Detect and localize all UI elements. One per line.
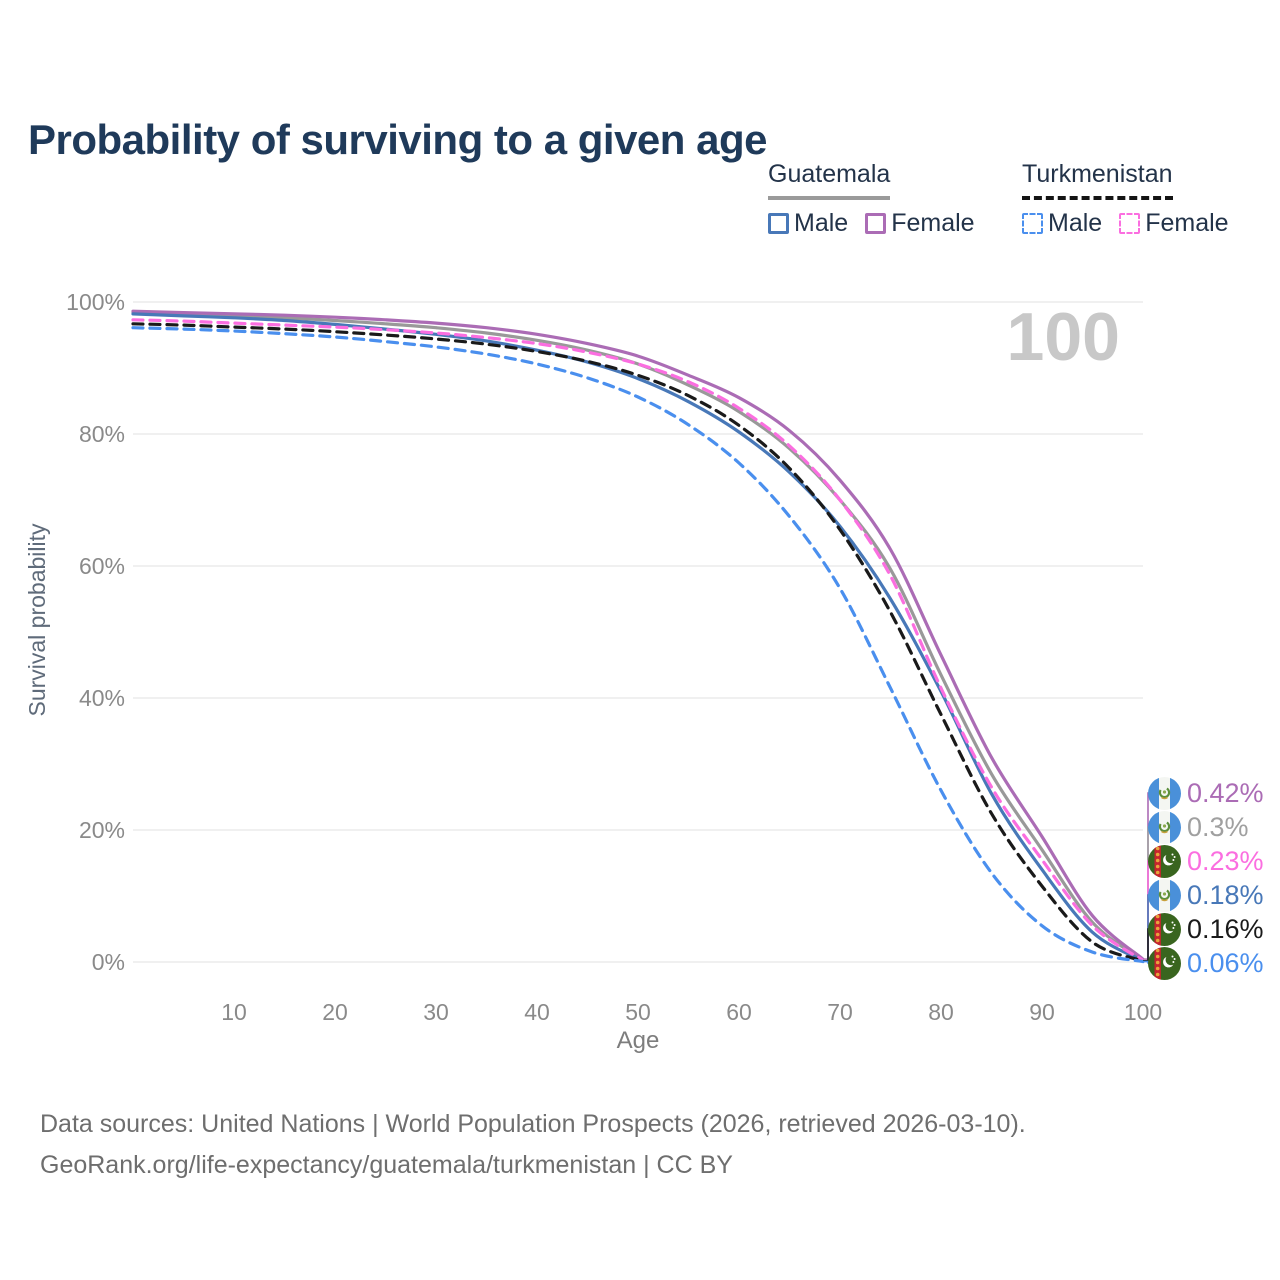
end-value-label: 0.23%: [1187, 846, 1264, 876]
legend-label-turkmenistan-female: Female: [1145, 209, 1229, 237]
y-tick-label-60: 60%: [79, 553, 125, 579]
series-line-guatemala-male[interactable]: [131, 312, 1145, 963]
x-tick-label-70: 70: [827, 999, 853, 1025]
y-axis-title: Survival probability: [24, 523, 50, 717]
guatemala-flag: [1148, 776, 1181, 810]
turkmenistan-flag-icon: [1148, 844, 1181, 878]
legend-country-guatemala[interactable]: Guatemala: [768, 160, 891, 200]
x-tick-label-60: 60: [726, 999, 752, 1025]
turkmenistan-flag: [1148, 844, 1181, 878]
end-label-turkmenistan-male[interactable]: 0.06%: [1148, 946, 1264, 980]
chart-footer: Data sources: United Nations | World Pop…: [40, 1104, 1026, 1186]
x-tick-label-80: 80: [928, 999, 954, 1025]
legend-item-guatemala-male[interactable]: Male: [768, 209, 848, 238]
legend: Guatemala Male Female Turkmenistan Male …: [0, 160, 1280, 245]
page-title: Probability of surviving to a given age: [28, 116, 767, 164]
legend-group-turkmenistan: Turkmenistan Male Female: [1022, 160, 1229, 238]
series-line-turkmenistan-all[interactable]: [131, 322, 1145, 963]
legend-group-guatemala: Guatemala Male Female: [768, 160, 975, 238]
y-tick-label-100: 100%: [66, 289, 125, 315]
x-tick-label-20: 20: [322, 999, 348, 1025]
end-label-guatemala-male[interactable]: 0.18%: [1148, 878, 1264, 912]
guatemala-flag-icon: [1148, 810, 1181, 844]
series-line-guatemala-female[interactable]: [131, 309, 1145, 961]
y-tick-label-40: 40%: [79, 685, 125, 711]
x-tick-label-30: 30: [423, 999, 449, 1025]
x-tick-label-100: 100: [1124, 999, 1162, 1025]
end-value-label: 0.06%: [1187, 948, 1264, 978]
checkbox-turkmenistan-male-icon[interactable]: [1022, 213, 1043, 234]
y-tick-label-20: 20%: [79, 817, 125, 843]
data-sources-note: Data sources: United Nations | World Pop…: [40, 1110, 1026, 1138]
legend-item-guatemala-female[interactable]: Female: [865, 209, 975, 238]
turkmenistan-flag: [1148, 912, 1181, 946]
legend-label-guatemala-male: Male: [794, 209, 849, 237]
guatemala-flag-icon: [1148, 776, 1181, 810]
legend-items-guatemala: Male Female: [768, 209, 975, 238]
watermark-age-100: 100: [1007, 299, 1120, 375]
legend-label-turkmenistan-male: Male: [1048, 209, 1103, 237]
end-value-label: 0.18%: [1187, 880, 1264, 910]
checkbox-guatemala-male-icon[interactable]: [768, 213, 789, 234]
turkmenistan-flag-icon: [1148, 912, 1181, 946]
legend-label-guatemala-female: Female: [891, 209, 975, 237]
series-line-guatemala-all[interactable]: [131, 311, 1145, 962]
checkbox-guatemala-female-icon[interactable]: [865, 213, 887, 234]
x-tick-label-50: 50: [625, 999, 651, 1025]
x-tick-label-90: 90: [1029, 999, 1055, 1025]
legend-country-turkmenistan[interactable]: Turkmenistan: [1022, 160, 1173, 200]
series-line-turkmenistan-female[interactable]: [131, 318, 1145, 963]
end-label-guatemala-female[interactable]: 0.42%: [1148, 776, 1264, 810]
guatemala-flag: [1148, 810, 1181, 844]
end-value-label: 0.3%: [1187, 812, 1249, 842]
end-value-label: 0.16%: [1187, 914, 1264, 944]
guatemala-flag-icon: [1148, 878, 1181, 912]
attribution-note: GeoRank.org/life-expectancy/guatemala/tu…: [40, 1151, 733, 1179]
legend-item-turkmenistan-male[interactable]: Male: [1022, 209, 1102, 238]
x-axis-title: Age: [617, 1027, 660, 1054]
legend-items-turkmenistan: Male Female: [1022, 209, 1229, 238]
turkmenistan-flag-icon: [1148, 946, 1181, 980]
end-label-guatemala-all[interactable]: 0.3%: [1148, 810, 1249, 844]
y-tick-label-80: 80%: [79, 421, 125, 447]
legend-item-turkmenistan-female[interactable]: Female: [1119, 209, 1229, 238]
guatemala-flag: [1148, 878, 1181, 912]
end-value-label: 0.42%: [1187, 778, 1264, 808]
x-tick-label-10: 10: [221, 999, 247, 1025]
turkmenistan-flag: [1148, 946, 1181, 980]
checkbox-turkmenistan-female-icon[interactable]: [1119, 213, 1141, 234]
end-label-turkmenistan-female[interactable]: 0.23%: [1148, 844, 1264, 878]
end-label-turkmenistan-all[interactable]: 0.16%: [1148, 912, 1264, 946]
x-tick-label-40: 40: [524, 999, 550, 1025]
y-tick-label-0: 0%: [92, 949, 125, 975]
series-line-turkmenistan-male[interactable]: [131, 326, 1145, 964]
